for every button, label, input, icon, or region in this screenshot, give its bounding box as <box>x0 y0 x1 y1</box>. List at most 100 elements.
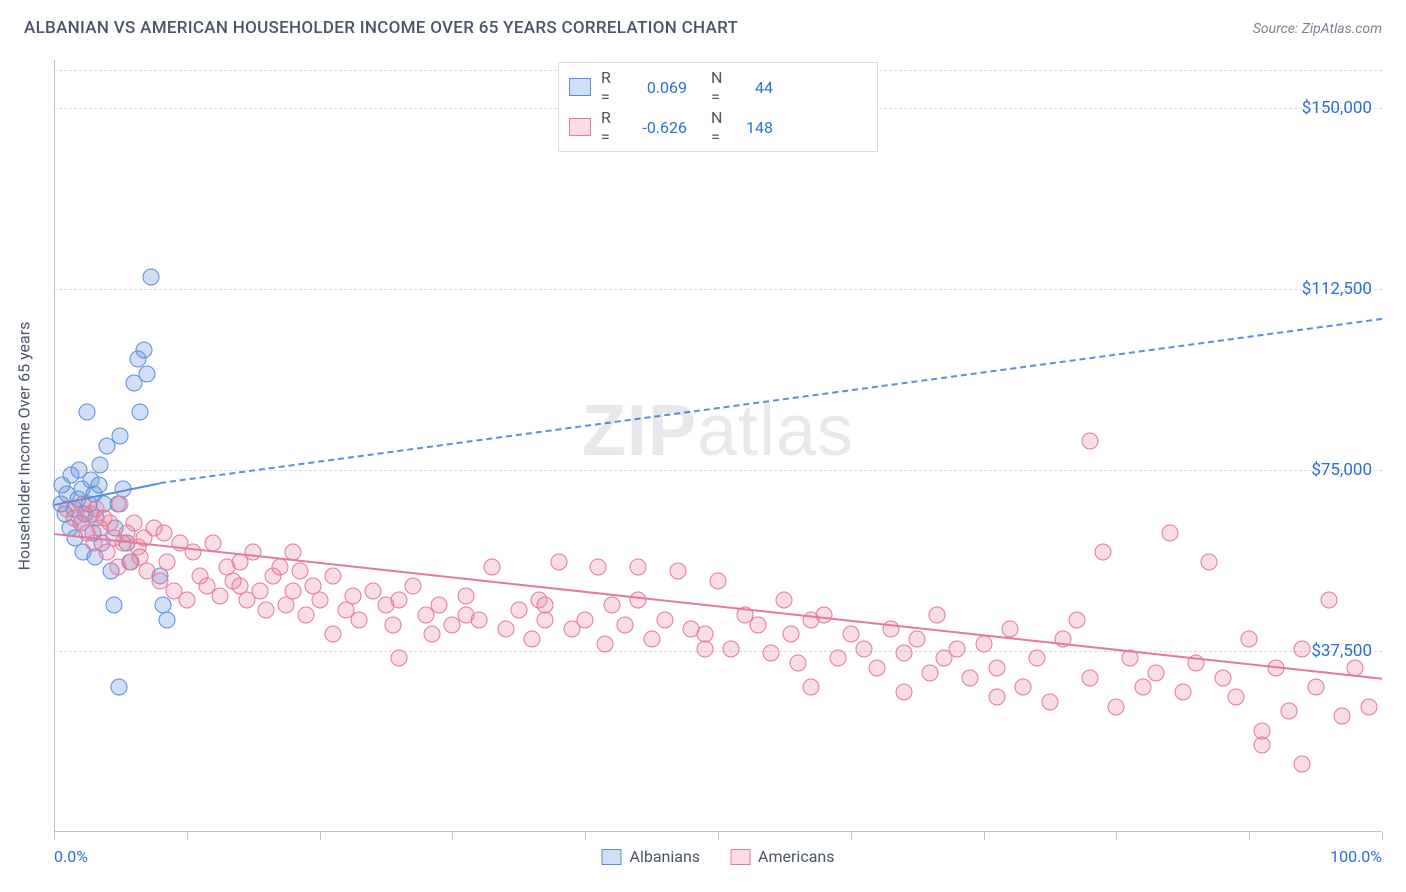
y-axis-title: Householder Income Over 65 years <box>15 322 34 571</box>
point-american <box>577 611 594 628</box>
chart-title: ALBANIAN VS AMERICAN HOUSEHOLDER INCOME … <box>24 18 738 38</box>
point-american <box>298 606 315 623</box>
point-american <box>271 558 288 575</box>
n-label: N = <box>711 108 723 146</box>
point-american <box>1028 650 1045 667</box>
legend-row-americans: R = -0.626 N = 148 <box>569 107 867 147</box>
point-american <box>1214 669 1231 686</box>
point-american <box>324 626 341 643</box>
source-prefix: Source: <box>1253 21 1302 37</box>
point-american <box>1081 669 1098 686</box>
point-american <box>258 602 275 619</box>
point-american <box>404 577 421 594</box>
point-american <box>630 592 647 609</box>
point-american <box>278 597 295 614</box>
trend-line <box>160 318 1382 484</box>
point-american <box>597 635 614 652</box>
r-label: R = <box>601 108 613 146</box>
r-value-albanians: 0.069 <box>623 78 687 97</box>
point-albanian <box>136 341 153 358</box>
point-american <box>156 524 173 541</box>
point-american <box>922 664 939 681</box>
y-tick-label: $112,500 <box>1302 279 1372 299</box>
point-american <box>178 592 195 609</box>
legend-item-americans: Americans <box>730 847 834 866</box>
point-american <box>1320 592 1337 609</box>
point-american <box>431 597 448 614</box>
r-label: R = <box>601 68 613 106</box>
point-american <box>457 606 474 623</box>
n-value-albanians: 44 <box>733 78 773 97</box>
point-american <box>1360 698 1377 715</box>
point-american <box>895 684 912 701</box>
point-american <box>590 558 607 575</box>
point-american <box>643 631 660 648</box>
point-american <box>1174 684 1191 701</box>
point-american <box>364 582 381 599</box>
point-american <box>1307 679 1324 696</box>
source-name: ZipAtlas.com <box>1302 21 1382 37</box>
point-american <box>1241 631 1258 648</box>
n-value-americans: 148 <box>733 118 773 137</box>
point-albanian <box>92 457 109 474</box>
point-albanian <box>132 404 149 421</box>
source-attribution: Source: ZipAtlas.com <box>1253 21 1382 37</box>
point-american <box>285 582 302 599</box>
point-american <box>929 606 946 623</box>
point-american <box>949 640 966 657</box>
point-american <box>1334 708 1351 725</box>
legend-row-albanians: R = 0.069 N = 44 <box>569 67 867 107</box>
point-american <box>630 558 647 575</box>
watermark: ZIPatlas <box>582 390 854 472</box>
point-american <box>1294 640 1311 657</box>
point-american <box>550 553 567 570</box>
point-american <box>1134 679 1151 696</box>
point-american <box>1068 611 1085 628</box>
point-american <box>457 587 474 604</box>
point-american <box>783 626 800 643</box>
point-american <box>510 602 527 619</box>
point-american <box>1254 737 1271 754</box>
legend-swatch-americans <box>569 118 591 136</box>
point-american <box>524 631 541 648</box>
point-american <box>484 558 501 575</box>
r-value-americans: -0.626 <box>623 118 687 137</box>
point-american <box>975 635 992 652</box>
point-american <box>988 688 1005 705</box>
point-american <box>909 631 926 648</box>
point-american <box>311 592 328 609</box>
point-american <box>291 563 308 580</box>
point-american <box>1015 679 1032 696</box>
watermark-bold: ZIP <box>582 391 697 471</box>
correlation-legend: R = 0.069 N = 44 R = -0.626 N = 148 <box>558 62 878 152</box>
point-american <box>670 563 687 580</box>
point-american <box>656 611 673 628</box>
point-american <box>1227 688 1244 705</box>
point-american <box>212 587 229 604</box>
point-american <box>710 573 727 590</box>
point-american <box>324 568 341 585</box>
point-american <box>723 640 740 657</box>
point-american <box>856 640 873 657</box>
point-american <box>497 621 514 638</box>
n-label: N = <box>711 68 723 106</box>
legend-label: Albanians <box>630 847 701 866</box>
point-american <box>1294 756 1311 773</box>
chart-header: ALBANIAN VS AMERICAN HOUSEHOLDER INCOME … <box>0 0 1406 44</box>
point-american <box>391 592 408 609</box>
point-american <box>205 534 222 551</box>
point-american <box>829 650 846 667</box>
point-american <box>869 659 886 676</box>
point-american <box>603 597 620 614</box>
point-american <box>1042 693 1059 710</box>
point-american <box>816 606 833 623</box>
point-american <box>776 592 793 609</box>
legend-swatch-icon <box>602 849 622 865</box>
point-albanian <box>105 597 122 614</box>
point-american <box>112 495 129 512</box>
point-american <box>424 626 441 643</box>
point-american <box>1161 524 1178 541</box>
point-american <box>1108 698 1125 715</box>
point-american <box>763 645 780 662</box>
legend-item-albanians: Albanians <box>602 847 701 866</box>
